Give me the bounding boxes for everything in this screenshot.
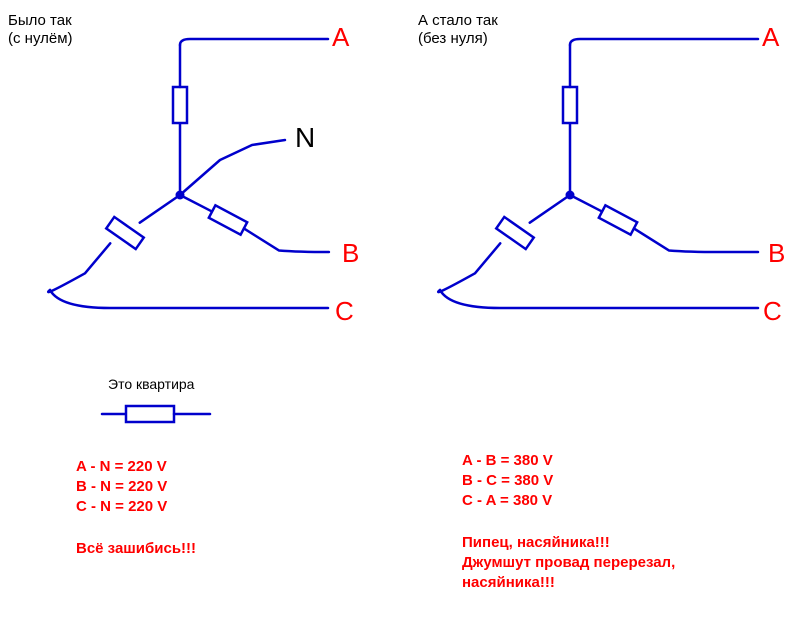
left-comment: Всё зашибись!!! <box>76 540 196 557</box>
left-phase-b: B <box>342 238 359 269</box>
left-voltage-1: B - N = 220 V <box>76 478 167 495</box>
right-comment-2: Джумшут провад перерезал, <box>462 554 675 571</box>
right-phase-c: C <box>763 296 782 327</box>
left-star-diagram <box>48 39 329 308</box>
left-voltage-2: C - N = 220 V <box>76 498 167 515</box>
left-phase-n: N <box>295 122 315 154</box>
left-voltage-0: A - N = 220 V <box>76 458 167 475</box>
left-title-1: Было так <box>8 12 72 29</box>
right-comment-3: насяйника!!! <box>462 574 555 591</box>
legend-label: Это квартира <box>108 376 194 392</box>
right-title-1: А стало так <box>418 12 498 29</box>
legend-resistor <box>102 406 210 422</box>
right-star-diagram <box>438 39 758 308</box>
left-phase-c: C <box>335 296 354 327</box>
right-title-2: (без нуля) <box>418 30 488 47</box>
right-phase-b: B <box>768 238 785 269</box>
right-voltage-0: A - B = 380 V <box>462 452 553 469</box>
right-voltage-1: B - C = 380 V <box>462 472 553 489</box>
schematic-canvas <box>0 0 800 624</box>
right-phase-a: A <box>762 22 779 53</box>
right-voltage-2: C - A = 380 V <box>462 492 552 509</box>
left-title-2: (с нулём) <box>8 30 73 47</box>
right-comment-1: Пипец, насяйника!!! <box>462 534 610 551</box>
left-phase-a: A <box>332 22 349 53</box>
